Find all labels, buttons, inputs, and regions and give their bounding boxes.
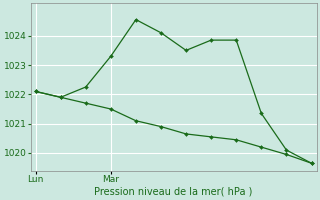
X-axis label: Pression niveau de la mer( hPa ): Pression niveau de la mer( hPa ) (94, 187, 253, 197)
